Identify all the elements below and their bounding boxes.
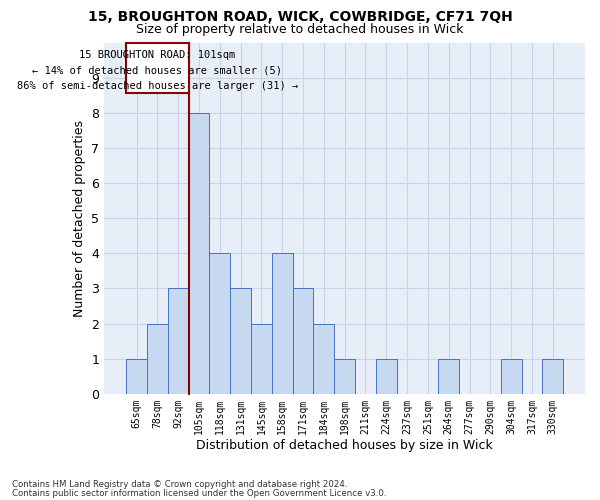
Bar <box>168 288 188 394</box>
Text: 15, BROUGHTON ROAD, WICK, COWBRIDGE, CF71 7QH: 15, BROUGHTON ROAD, WICK, COWBRIDGE, CF7… <box>88 10 512 24</box>
Y-axis label: Number of detached properties: Number of detached properties <box>73 120 86 316</box>
Bar <box>542 358 563 394</box>
Bar <box>376 358 397 394</box>
Bar <box>147 324 168 394</box>
Bar <box>334 358 355 394</box>
X-axis label: Distribution of detached houses by size in Wick: Distribution of detached houses by size … <box>196 440 493 452</box>
Bar <box>293 288 313 394</box>
Text: ← 14% of detached houses are smaller (5): ← 14% of detached houses are smaller (5) <box>32 66 283 76</box>
Bar <box>209 254 230 394</box>
Bar <box>313 324 334 394</box>
Bar <box>188 113 209 394</box>
Bar <box>438 358 459 394</box>
Bar <box>501 358 521 394</box>
Text: 15 BROUGHTON ROAD: 101sqm: 15 BROUGHTON ROAD: 101sqm <box>79 50 235 60</box>
Text: Size of property relative to detached houses in Wick: Size of property relative to detached ho… <box>136 22 464 36</box>
Bar <box>230 288 251 394</box>
Text: Contains HM Land Registry data © Crown copyright and database right 2024.: Contains HM Land Registry data © Crown c… <box>12 480 347 489</box>
Bar <box>126 42 188 94</box>
Bar <box>126 358 147 394</box>
Bar <box>251 324 272 394</box>
Text: Contains public sector information licensed under the Open Government Licence v3: Contains public sector information licen… <box>12 488 386 498</box>
Bar <box>272 254 293 394</box>
Text: 86% of semi-detached houses are larger (31) →: 86% of semi-detached houses are larger (… <box>17 82 298 92</box>
